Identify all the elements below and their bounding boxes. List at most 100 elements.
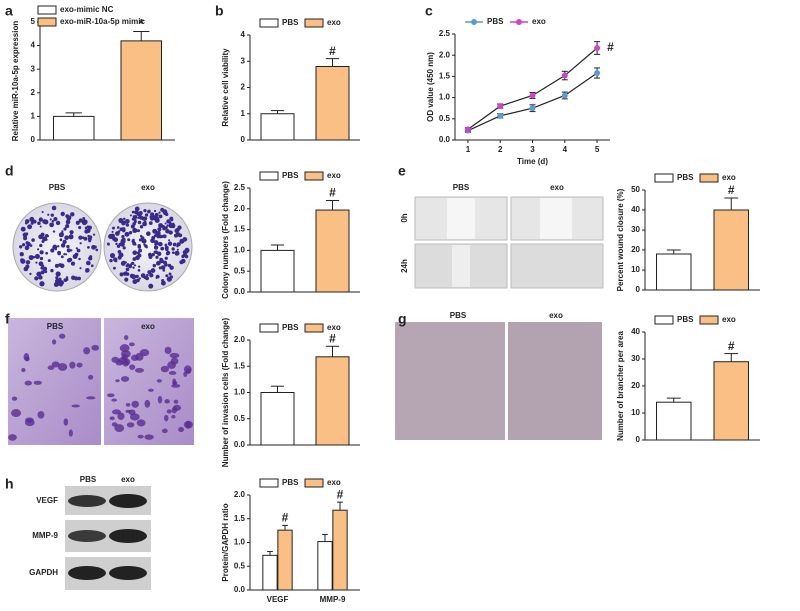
colony — [109, 252, 116, 259]
colony — [50, 268, 54, 273]
legend-swatch — [37, 5, 57, 15]
colony — [49, 222, 55, 228]
marker — [561, 72, 568, 79]
colony — [60, 211, 65, 217]
blot-band — [68, 530, 106, 542]
legend-label: exo — [327, 18, 341, 27]
cell — [169, 352, 180, 359]
marker — [529, 92, 536, 99]
colony — [160, 265, 166, 270]
colony — [95, 248, 99, 252]
cell — [135, 352, 144, 361]
cell — [125, 409, 132, 413]
image-label: PBS — [49, 183, 66, 192]
colony — [136, 278, 140, 283]
colony — [159, 258, 164, 264]
colony — [79, 242, 82, 245]
image-label: exo — [550, 183, 564, 192]
colony — [68, 235, 72, 239]
colony — [155, 255, 159, 259]
cell — [69, 361, 76, 369]
marker — [529, 105, 536, 112]
y-tick-label: 1.5 — [234, 225, 246, 234]
colony — [39, 225, 42, 228]
colony — [168, 272, 172, 276]
colony — [184, 247, 190, 253]
y-tick-label: 0.0 — [234, 287, 246, 296]
colony — [70, 261, 76, 266]
image-label: exo — [141, 183, 155, 192]
cell — [71, 404, 80, 408]
y-tick-label: 3 — [31, 64, 36, 73]
colony — [39, 243, 43, 248]
colony — [181, 254, 185, 259]
marker — [594, 44, 601, 51]
colony — [40, 266, 45, 270]
y-tick-label: 2 — [31, 88, 36, 97]
colony — [75, 220, 80, 225]
cell — [156, 379, 162, 383]
cell — [8, 434, 17, 441]
row-label: VEGF — [36, 496, 58, 505]
colony — [147, 270, 152, 275]
cell — [185, 420, 191, 429]
y-tick-label: 4 — [241, 30, 246, 39]
legend-label: exo — [532, 17, 546, 26]
colony — [176, 248, 179, 251]
cell — [144, 399, 151, 408]
bar — [120, 40, 162, 141]
invasion-cells — [8, 333, 193, 441]
cell — [129, 342, 135, 347]
significance-mark: # — [329, 186, 336, 200]
y-tick-label: 1.0 — [439, 93, 451, 102]
x-tick-label: 4 — [563, 145, 568, 154]
row-label: 24h — [400, 259, 409, 273]
cell — [117, 412, 125, 420]
colony — [42, 219, 48, 224]
colony — [44, 270, 48, 274]
colony — [125, 272, 130, 276]
colony — [123, 217, 126, 221]
y-tick-label: 0.5 — [234, 414, 246, 423]
colony — [148, 254, 153, 258]
colony — [89, 255, 93, 259]
marker — [464, 126, 471, 133]
y-tick-label: 0 — [636, 285, 641, 294]
colony — [148, 221, 153, 225]
colony — [115, 231, 120, 236]
cell — [83, 347, 91, 355]
colony — [133, 220, 137, 224]
colony — [138, 248, 142, 253]
colony — [136, 251, 140, 255]
cell — [183, 365, 192, 374]
colony — [141, 216, 146, 221]
colony — [158, 211, 161, 214]
colony — [132, 266, 135, 269]
colony — [155, 232, 161, 238]
legend-label: exo — [722, 173, 736, 182]
cell — [23, 353, 30, 361]
cell — [111, 398, 118, 402]
colony — [66, 215, 72, 221]
colony — [78, 257, 81, 261]
colony — [39, 250, 44, 255]
colony — [158, 241, 163, 247]
cell — [171, 383, 181, 388]
colony — [140, 236, 145, 240]
colony — [159, 225, 162, 229]
colony — [152, 228, 158, 234]
colony — [119, 272, 124, 277]
significance-mark: # — [728, 339, 735, 353]
colony — [153, 250, 157, 254]
bar — [713, 209, 749, 291]
colony — [88, 239, 92, 243]
colony — [108, 233, 114, 239]
legend-label: exo — [327, 323, 341, 332]
colony — [77, 276, 81, 281]
y-tick-label: 10 — [631, 408, 640, 417]
marker — [497, 112, 504, 119]
colony — [34, 276, 39, 281]
y-tick-label: 0.5 — [234, 266, 246, 275]
colony — [78, 235, 83, 240]
y-axis-label: Relative miR-10a-5p expression — [11, 21, 20, 142]
